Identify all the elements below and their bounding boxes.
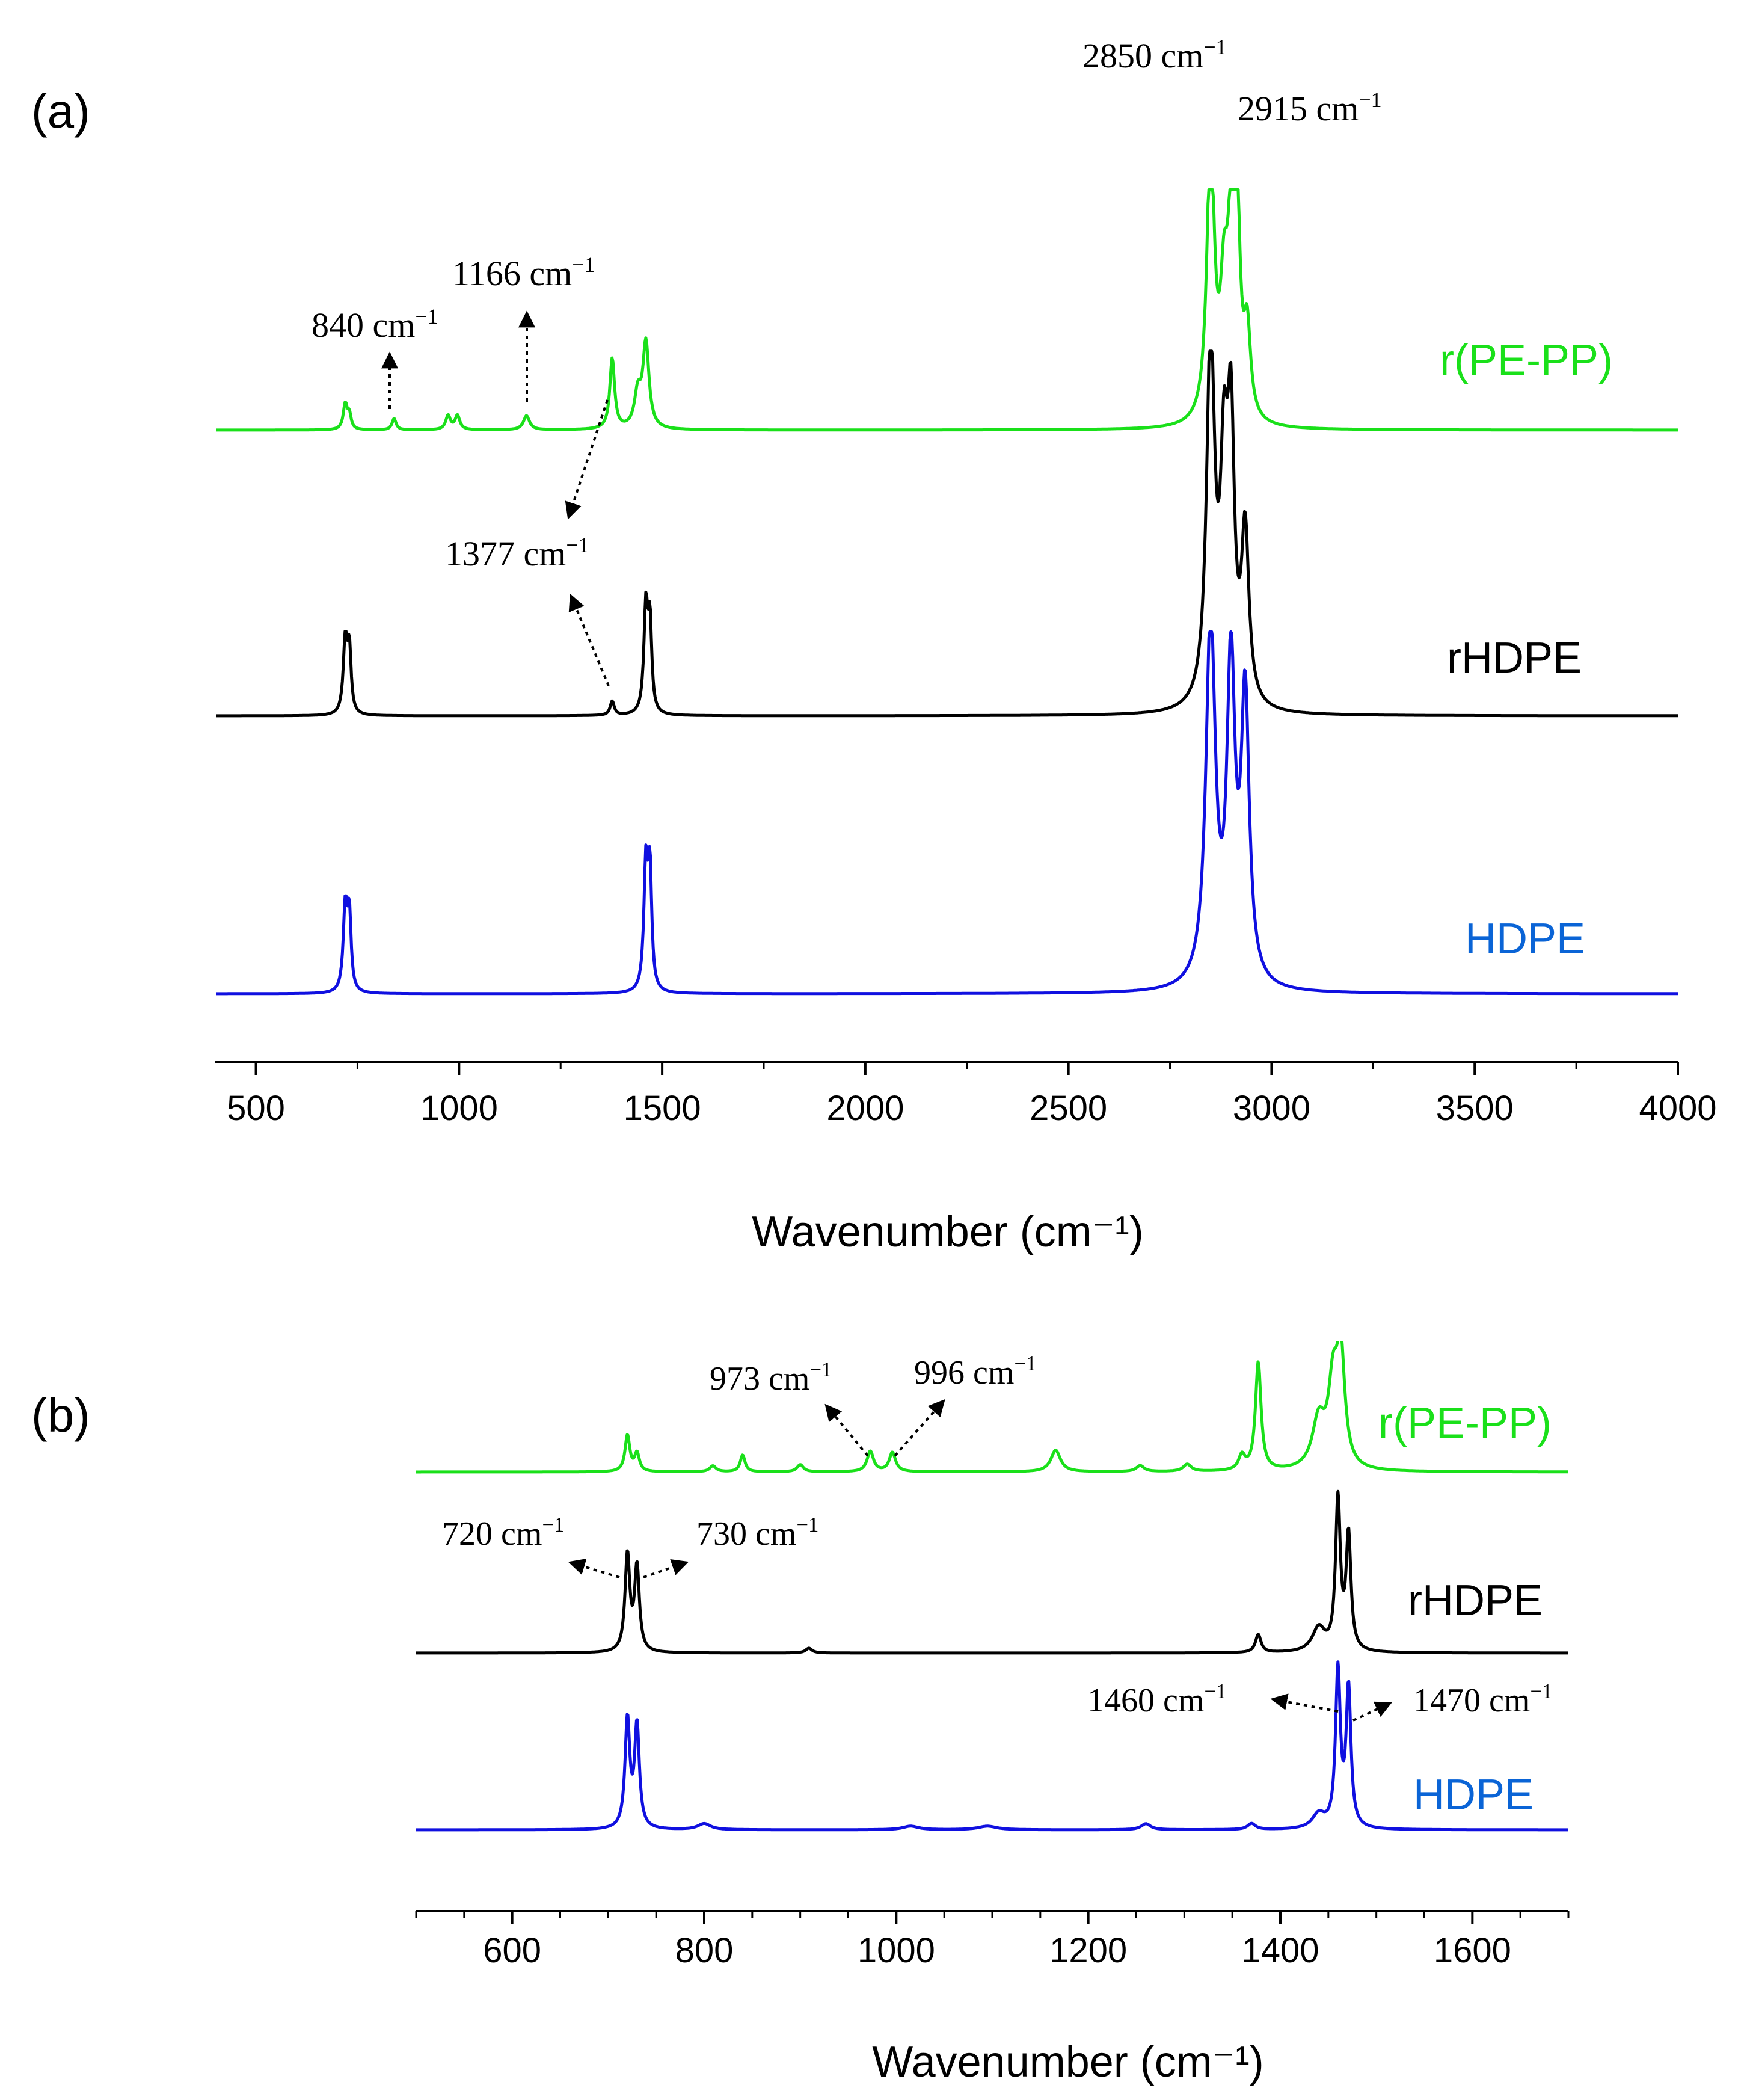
arrow-730	[643, 1559, 689, 1578]
x-tick-label: 800	[675, 1931, 734, 1970]
arrow-1470	[1352, 1701, 1393, 1722]
series-line-rhdpe-panel-b	[415, 1489, 1570, 1655]
arrow-1377-up	[565, 399, 609, 520]
x-tick-label: 1000	[420, 1089, 498, 1128]
annotation-1377: 1377 cm−1	[445, 533, 589, 573]
panel-b: (b) 600 800 1000 1200 1400 1600 Wavenumber (c…	[31, 1341, 1570, 2086]
x-tick-label: 1200	[1049, 1931, 1127, 1970]
x-tick-label: 3000	[1233, 1089, 1310, 1128]
series-line-rhdpe-panel-a	[216, 349, 1678, 718]
series-line-r-pe-pp-panel-a	[216, 188, 1678, 432]
panel-a-x-axis-title: Wavenumber (cm⁻¹)	[752, 1208, 1143, 1256]
annotation-1470: 1470 cm−1	[1413, 1680, 1552, 1719]
arrow-1377-down	[568, 593, 610, 686]
annotation-840: 840 cm−1	[312, 304, 438, 345]
annotation-2850: 2850 cm−1	[1082, 35, 1227, 75]
x-tick-label: 500	[227, 1089, 285, 1128]
arrow-973	[824, 1403, 869, 1457]
series-label-rpepp-a: r(PE-PP)	[1440, 336, 1613, 384]
x-tick-label: 3500	[1436, 1089, 1514, 1128]
panel-a-plot-area	[216, 188, 1678, 996]
x-tick-label: 1000	[858, 1931, 935, 1970]
panel-a: (a) 500 1000 1500 2000 2500 3000 3500 4000 Wave…	[31, 35, 1717, 1256]
annotation-1166: 1166 cm−1	[452, 253, 595, 293]
panel-a-label: (a)	[31, 84, 90, 138]
x-tick-label: 2500	[1030, 1089, 1107, 1128]
series-label-rpepp-b: r(PE-PP)	[1378, 1399, 1552, 1447]
series-label-hdpe-a: HDPE	[1465, 915, 1585, 963]
series-line-hdpe-panel-a	[216, 630, 1678, 996]
series-label-hdpe-b: HDPE	[1413, 1771, 1534, 1819]
panel-b-plot-area	[415, 1341, 1570, 1832]
series-line-r-pe-pp-panel-b	[415, 1341, 1570, 1474]
arrow-996	[894, 1399, 945, 1457]
series-label-rhdpe-b: rHDPE	[1408, 1577, 1543, 1625]
x-tick-label: 2000	[826, 1089, 904, 1128]
annotation-730: 730 cm−1	[696, 1513, 818, 1553]
panel-b-x-ticks: 600 800 1000 1200 1400 1600	[415, 1911, 1570, 1970]
arrow-720	[568, 1559, 620, 1578]
x-tick-label: 4000	[1639, 1089, 1716, 1128]
panel-b-label: (b)	[31, 1388, 90, 1442]
panel-b-x-axis-title: Wavenumber (cm⁻¹)	[872, 2038, 1263, 2086]
x-tick-label: 1500	[624, 1089, 701, 1128]
series-line-hdpe-panel-b	[415, 1660, 1570, 1832]
annotation-1460: 1460 cm−1	[1087, 1680, 1226, 1719]
x-tick-label: 1600	[1434, 1931, 1511, 1970]
series-label-rhdpe-a: rHDPE	[1447, 634, 1582, 682]
annotation-720: 720 cm−1	[442, 1513, 564, 1553]
panel-a-x-ticks: 500 1000 1500 2000 2500 3000 3500 4000	[227, 1062, 1717, 1128]
arrow-1460	[1270, 1693, 1339, 1713]
annotation-996: 996 cm−1	[914, 1352, 1036, 1391]
x-tick-label: 1400	[1241, 1931, 1319, 1970]
annotation-973: 973 cm−1	[710, 1358, 832, 1397]
annotation-2915: 2915 cm−1	[1238, 88, 1382, 128]
x-tick-label: 600	[483, 1931, 541, 1970]
